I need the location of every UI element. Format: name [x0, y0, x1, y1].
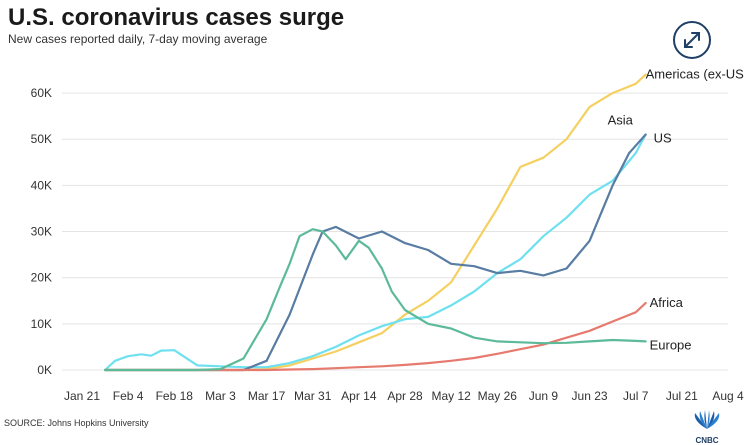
- x-tick-label: Jul 7: [623, 389, 649, 403]
- cnbc-logo-text: CNBC: [695, 436, 719, 445]
- x-tick-label: Feb 4: [113, 389, 144, 403]
- x-tick-label: Jul 21: [666, 389, 698, 403]
- y-tick-label: 40K: [31, 178, 52, 192]
- series-label: Asia: [608, 113, 634, 128]
- x-tick-label: Jun 9: [529, 389, 559, 403]
- x-tick-label: Apr 28: [387, 389, 423, 403]
- x-tick-label: Mar 17: [248, 389, 286, 403]
- expand-button[interactable]: [673, 21, 711, 59]
- series-line: [103, 133, 647, 372]
- expand-arrows-icon: [684, 32, 700, 48]
- series-line: [103, 302, 647, 372]
- cnbc-logo: CNBC: [690, 409, 724, 445]
- y-tick-label: 60K: [31, 86, 52, 100]
- y-tick-label: 20K: [31, 271, 52, 285]
- x-tick-label: May 26: [478, 389, 518, 403]
- x-tick-label: Apr 14: [341, 389, 377, 403]
- x-tick-label: Mar 3: [205, 389, 236, 403]
- series-label: Europe: [650, 337, 692, 352]
- chart-title: U.S. coronavirus cases surge: [8, 4, 345, 31]
- series-label: US: [654, 131, 672, 146]
- x-tick-label: Aug 4: [712, 389, 744, 403]
- y-tick-label: 50K: [31, 132, 52, 146]
- x-tick-label: May 12: [431, 389, 471, 403]
- x-tick-label: Feb 18: [156, 389, 194, 403]
- series-label: Africa: [650, 295, 684, 310]
- source-note: SOURCE: Johns Hopkins University: [4, 418, 149, 428]
- cnbc-peacock-icon: [694, 410, 720, 429]
- y-tick-label: 30K: [31, 225, 52, 239]
- x-tick-label: Mar 31: [294, 389, 332, 403]
- x-tick-label: Jan 21: [64, 389, 100, 403]
- line-chart: 0K 10K 20K 30K 40K 50K 60K Jan 21 Feb 4 Feb 18 Mar…: [31, 67, 744, 403]
- y-tick-label: 0K: [37, 363, 52, 377]
- series-label: Americas (ex-US): [646, 67, 744, 82]
- chart-subtitle: New cases reported daily, 7-day moving a…: [8, 32, 268, 46]
- series-line: [103, 73, 647, 372]
- y-tick-label: 10K: [31, 317, 52, 331]
- x-tick-label: Jun 23: [572, 389, 608, 403]
- series-line: [103, 228, 647, 372]
- series-line: [103, 133, 647, 372]
